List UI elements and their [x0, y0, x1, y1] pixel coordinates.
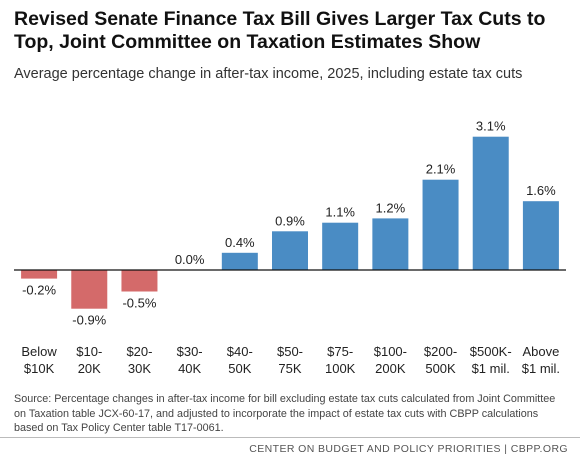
bar: [21, 270, 58, 279]
data-label: 2.1%: [426, 162, 456, 177]
source-note: Source: Percentage changes in after-tax …: [14, 393, 556, 434]
bar: [472, 136, 509, 270]
chart-title: Revised Senate Finance Tax Bill Gives La…: [14, 8, 546, 53]
category-label-line: $1 mil.: [522, 361, 560, 376]
category-label-line: $200-: [424, 344, 457, 359]
data-label: 0.0%: [175, 252, 205, 267]
value-labels-group: -0.2% -0.9% -0.5% 0.0% 0.4% 0.9% 1.1% 1.2% 2.1% 3…: [22, 119, 556, 328]
category-label: Below $10K: [21, 344, 57, 376]
category-label-line: Above: [522, 344, 559, 359]
category-label-line: $1 mil.: [472, 361, 510, 376]
category-label-line: 500K: [425, 361, 456, 376]
bar: [272, 231, 308, 270]
category-label: $40- 50K: [227, 344, 253, 376]
data-label: -0.5%: [122, 296, 156, 311]
data-label: -0.2%: [22, 283, 56, 298]
category-label-line: $20-: [126, 344, 152, 359]
category-label: $50- 75K: [277, 344, 303, 376]
data-label: 0.9%: [275, 213, 305, 228]
bar: [522, 201, 559, 270]
data-label: -0.9%: [72, 313, 106, 328]
category-label: $10- 20K: [76, 344, 102, 376]
category-label-line: $10K: [24, 361, 55, 376]
category-label: $75- 100K: [325, 344, 356, 376]
category-label-line: Below: [21, 344, 57, 359]
category-label: $20- 30K: [126, 344, 152, 376]
bar: [322, 222, 359, 270]
category-labels-group: Below $10K $10- 20K $20- 30K $30- 40K $40- 50K $50…: [21, 344, 560, 376]
data-label: 1.6%: [526, 183, 556, 198]
bar: [121, 270, 158, 292]
category-label-line: $50-: [277, 344, 303, 359]
category-label-line: 100K: [325, 361, 356, 376]
bar-chart: -0.2% -0.9% -0.5% 0.0% 0.4% 0.9% 1.1% 1.2% 2.1% 3…: [14, 119, 566, 376]
bar: [422, 179, 459, 270]
category-label-line: $30-: [177, 344, 203, 359]
chart-subtitle: Average percentage change in after-tax i…: [14, 66, 523, 82]
data-label: 1.1%: [325, 205, 355, 220]
data-label: 1.2%: [376, 200, 406, 215]
category-label-line: 30K: [128, 361, 151, 376]
data-label: 0.4%: [225, 235, 255, 250]
category-label-line: $500K-: [470, 344, 512, 359]
data-label: 3.1%: [476, 119, 506, 134]
category-label-line: 50K: [228, 361, 251, 376]
category-label-line: 75K: [278, 361, 301, 376]
footer-credit: CENTER ON BUDGET AND POLICY PRIORITIES |…: [249, 443, 568, 455]
category-label-line: 20K: [78, 361, 101, 376]
category-label: Above $1 mil.: [522, 344, 560, 376]
category-label: $500K- $1 mil.: [470, 344, 512, 376]
bar: [372, 218, 409, 270]
category-label-line: $100-: [374, 344, 407, 359]
category-label: $30- 40K: [177, 344, 203, 376]
category-label: $200- 500K: [424, 344, 457, 376]
bar: [71, 270, 108, 309]
bars-group: [21, 136, 559, 309]
bar: [221, 252, 258, 270]
footer-divider: [0, 437, 580, 438]
category-label-line: $75-: [327, 344, 353, 359]
category-label-line: 40K: [178, 361, 201, 376]
category-label: $100- 200K: [374, 344, 407, 376]
category-label-line: 200K: [375, 361, 406, 376]
category-label-line: $10-: [76, 344, 102, 359]
category-label-line: $40-: [227, 344, 253, 359]
